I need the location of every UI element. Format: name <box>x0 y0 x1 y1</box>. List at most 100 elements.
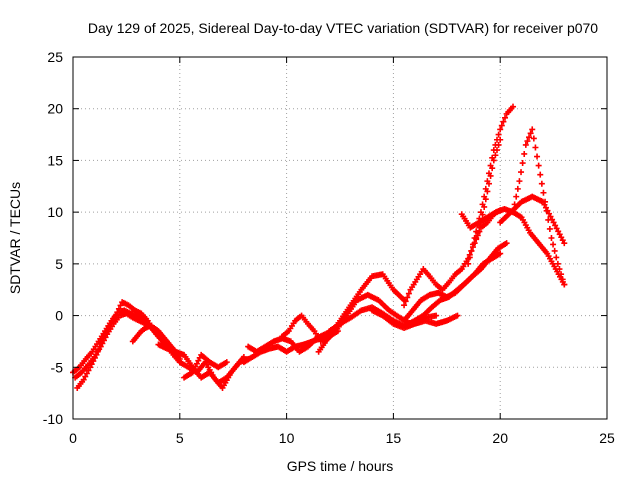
data-point <box>85 367 92 374</box>
data-point <box>484 188 491 195</box>
y-tick-label: 20 <box>47 101 63 117</box>
data-point <box>99 340 106 347</box>
x-tick-label: 25 <box>599 430 615 446</box>
data-point <box>114 309 121 316</box>
data-point <box>473 235 480 241</box>
data-point <box>468 247 475 254</box>
data-point <box>98 339 105 346</box>
data-point <box>495 131 502 138</box>
data-point <box>532 144 539 151</box>
data-point <box>476 224 483 231</box>
data-point <box>95 347 102 354</box>
data-point <box>80 376 87 383</box>
y-tick-label: -10 <box>43 411 63 427</box>
y-tick-label: 15 <box>47 152 63 168</box>
data-point <box>559 276 566 283</box>
data-point <box>90 358 97 365</box>
y-tick-label: -5 <box>51 359 64 375</box>
data-point <box>481 203 488 210</box>
data-point <box>561 240 568 247</box>
data-point <box>93 351 100 358</box>
data-point <box>103 329 110 336</box>
data-point <box>101 332 108 339</box>
series-track-17 <box>411 250 504 324</box>
data-point <box>433 312 440 319</box>
data-point <box>482 196 489 203</box>
data-point <box>87 364 94 371</box>
data-point <box>490 157 497 164</box>
data-point <box>489 165 496 172</box>
data-point <box>518 169 525 176</box>
data-point <box>497 136 504 143</box>
data-point <box>497 126 504 133</box>
data-point <box>529 126 536 133</box>
data-point <box>497 250 504 257</box>
data-points <box>70 103 568 391</box>
data-point <box>561 281 568 288</box>
data-point <box>82 373 89 380</box>
series-track-20 <box>471 136 504 247</box>
x-tick-label: 10 <box>279 430 295 446</box>
series-track-21 <box>510 126 568 288</box>
data-point <box>405 290 412 297</box>
y-tick-label: 5 <box>55 256 63 272</box>
data-point <box>479 211 486 218</box>
data-point <box>558 271 565 278</box>
data-point <box>485 180 492 187</box>
data-point <box>115 305 122 312</box>
data-point <box>474 229 481 236</box>
data-point <box>554 260 561 267</box>
data-point <box>402 298 409 305</box>
data-point <box>495 141 502 148</box>
data-point <box>534 153 541 160</box>
x-tick-label: 15 <box>386 430 402 446</box>
data-point <box>498 122 505 129</box>
data-point <box>521 150 528 157</box>
data-point <box>537 171 544 178</box>
data-point <box>83 370 90 377</box>
data-point <box>513 193 520 200</box>
data-point <box>524 138 531 145</box>
x-tick-label: 5 <box>176 430 184 446</box>
y-axis: -10 -5 0 5 10 15 20 25 <box>43 49 607 427</box>
data-point <box>535 162 542 169</box>
x-tick-label: 20 <box>492 430 508 446</box>
data-point <box>401 302 408 309</box>
x-axis-label: GPS time / hours <box>287 458 394 474</box>
data-point <box>112 312 119 319</box>
data-point <box>477 219 484 226</box>
data-point <box>492 152 499 159</box>
data-point <box>510 103 517 110</box>
data-point <box>96 343 103 350</box>
data-point <box>530 135 537 142</box>
data-point <box>91 354 98 361</box>
data-point <box>487 172 494 179</box>
series-track-22 <box>497 193 568 247</box>
data-point <box>223 359 230 366</box>
data-point <box>519 160 526 167</box>
data-point <box>500 118 507 125</box>
y-tick-label: 10 <box>47 204 63 220</box>
series-track-14 <box>369 307 461 331</box>
series-track-10 <box>279 312 324 345</box>
data-point <box>493 147 500 154</box>
data-point <box>99 335 106 342</box>
series-track-7 <box>181 351 230 381</box>
data-point <box>550 241 557 248</box>
data-point <box>514 185 521 192</box>
data-point <box>546 225 553 232</box>
series-track-12 <box>322 291 414 345</box>
y-tick-label: 25 <box>47 49 63 65</box>
y-tick-label: 0 <box>55 308 63 324</box>
x-axis: 0 5 10 15 20 25 <box>69 57 615 446</box>
data-point <box>465 260 472 267</box>
data-point <box>556 266 563 273</box>
data-point <box>502 114 509 121</box>
chart-title: Day 129 of 2025, Sidereal Day-to-day VTE… <box>88 20 598 36</box>
data-point <box>540 189 547 196</box>
data-point <box>454 312 461 319</box>
grid <box>73 57 607 419</box>
data-point <box>527 130 534 137</box>
data-point <box>476 215 483 222</box>
